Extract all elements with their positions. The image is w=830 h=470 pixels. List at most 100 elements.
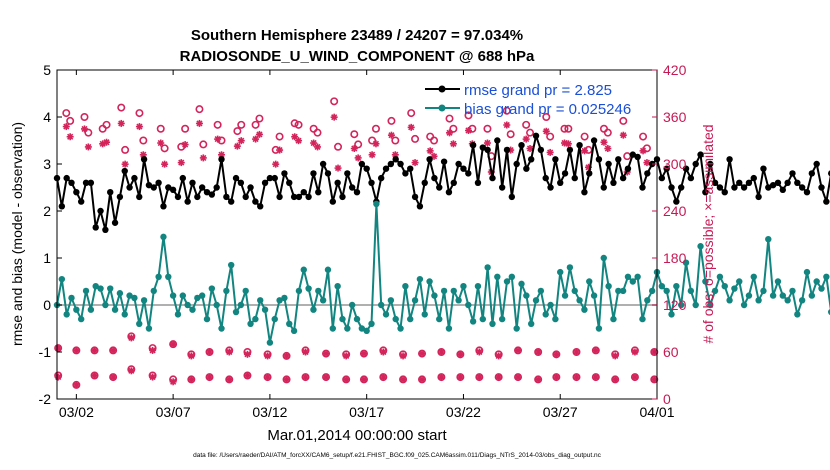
count-assimilated-stroke	[226, 348, 233, 356]
count-assimilated-marker	[54, 373, 62, 381]
rmse-data-point	[155, 179, 162, 186]
rmse-data-point	[542, 174, 549, 182]
rmse-data-point	[537, 146, 545, 154]
rmse-data-point	[697, 151, 704, 158]
count-possible-marker	[121, 145, 130, 154]
count-assimilated-marker	[631, 348, 639, 356]
rmse-data-point	[353, 189, 361, 196]
right-y-tick-label: 300	[663, 156, 687, 172]
count-assimilated-stroke	[651, 376, 658, 383]
right-y-axis: 0 60 120 180 240 300 360 420	[652, 62, 687, 407]
rmse-data-point	[116, 193, 124, 201]
count-assimilated-marker	[611, 352, 619, 360]
count-assimilated-stroke	[484, 139, 491, 147]
bias-data-point	[194, 294, 201, 302]
count-assimilated-marker	[181, 141, 189, 149]
rmse-data-point	[547, 184, 554, 191]
count-assimilated-marker	[127, 334, 135, 342]
count-assimilated-marker	[342, 375, 350, 383]
count-possible-marker	[584, 145, 593, 154]
bias-data-point	[310, 306, 317, 313]
bias-data-point	[203, 315, 211, 323]
rmse-data-point	[73, 189, 80, 196]
rmse-data-point	[760, 165, 767, 172]
count-assimilated-marker	[255, 130, 263, 138]
bias-data-point	[489, 320, 496, 327]
x-tick-label: 04/01	[639, 404, 674, 420]
bias-data-point	[121, 311, 128, 318]
count-assimilated-stroke	[360, 376, 368, 383]
count-assimilated-marker	[62, 123, 70, 131]
bias-data-point	[673, 283, 680, 290]
rmse-data-point	[247, 184, 254, 191]
count-assimilated-marker	[272, 160, 280, 168]
count-assimilated-stroke	[553, 351, 560, 358]
bias-data-point	[644, 297, 651, 304]
bias-data-point	[416, 275, 424, 283]
count-assimilated-stroke	[283, 376, 290, 383]
count-assimilated-marker	[237, 137, 245, 145]
rmse-data-point	[798, 184, 806, 191]
bias-data-point	[189, 306, 196, 313]
bias-data-point	[740, 301, 748, 309]
bias-data-point	[344, 325, 351, 332]
bias-data-point	[716, 273, 724, 280]
count-assimilated-stroke	[600, 139, 608, 146]
bias-data-point	[527, 320, 535, 327]
count-assimilated-marker	[243, 372, 251, 379]
count-assimilated-stroke	[295, 137, 302, 144]
rmse-data-point	[736, 179, 743, 186]
rmse-data-point	[518, 142, 525, 149]
bias-data-point	[426, 278, 433, 285]
rmse-data-point	[179, 174, 187, 182]
rmse-data-point	[82, 179, 90, 186]
rmse-data-point	[286, 179, 293, 186]
bias-data-point	[581, 306, 588, 313]
bias-data-point	[392, 315, 399, 323]
rmse-data-point	[827, 170, 830, 177]
count-assimilated-marker	[514, 373, 522, 381]
count-possible-marker	[560, 124, 569, 133]
count-assimilated-stroke	[55, 373, 62, 381]
count-assimilated-marker	[80, 125, 88, 133]
bias-data-point	[750, 273, 757, 280]
bias-data-point	[450, 287, 457, 295]
bias-data-point	[624, 273, 632, 280]
count-assimilated-marker	[643, 159, 651, 167]
bias-data-point	[760, 287, 767, 295]
rmse-data-point	[63, 174, 70, 182]
bias-data-point	[77, 315, 85, 323]
count-possible-marker	[294, 120, 303, 129]
rmse-data-point	[663, 165, 670, 172]
count-assimilated-stroke	[331, 114, 338, 121]
rmse-data-point	[532, 132, 540, 139]
bias-data-point	[179, 292, 187, 299]
bias-data-point	[745, 292, 753, 299]
rmse-data-point	[290, 193, 298, 201]
bias-data-point	[290, 327, 298, 335]
count-assimilated-marker	[195, 119, 203, 127]
count-assimilated-stroke	[514, 347, 522, 354]
bias-data-point	[160, 233, 167, 241]
count-assimilated-marker	[526, 145, 534, 152]
bias-data-point	[431, 292, 438, 299]
rmse-data-point	[368, 179, 375, 186]
rmse-data-point	[711, 179, 719, 186]
rmse-data-point	[610, 179, 617, 186]
count-possible-marker	[603, 128, 612, 137]
bias-data-point	[319, 297, 327, 304]
rmse-data-point	[595, 156, 603, 163]
rmse-data-point	[769, 181, 777, 189]
count-possible-marker	[526, 128, 535, 137]
count-assimilated-stroke	[612, 376, 619, 383]
rmse-data-point	[590, 137, 598, 144]
bias-data-point	[571, 287, 578, 295]
rmse-data-point	[295, 193, 303, 201]
bias-data-point	[257, 297, 264, 304]
count-assimilated-marker	[264, 373, 272, 381]
count-assimilated-marker	[276, 146, 284, 154]
rmse-data-point	[150, 184, 157, 191]
rmse-data-point	[740, 184, 748, 191]
count-assimilated-marker	[354, 154, 362, 162]
count-possible-marker	[506, 130, 515, 139]
